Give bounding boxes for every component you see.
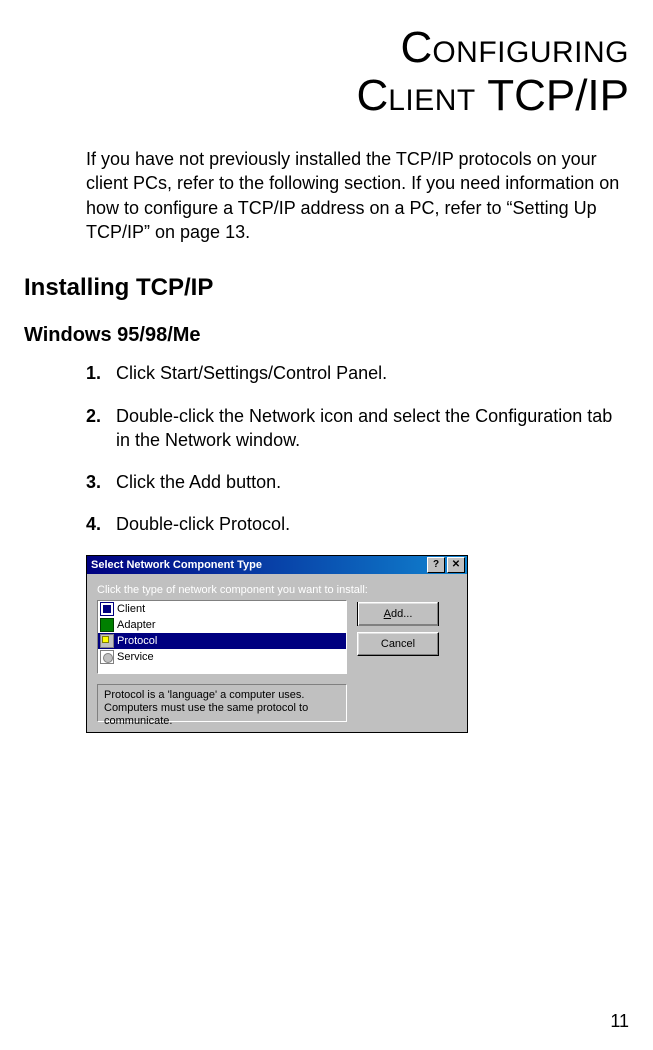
add-post: dd...	[391, 608, 412, 620]
title-cap-1: C	[401, 23, 433, 72]
step-number: 1.	[86, 361, 116, 385]
adapter-icon	[100, 618, 114, 632]
add-button[interactable]: Add...	[357, 602, 439, 626]
subsection-heading: Windows 95/98/Me	[24, 324, 629, 347]
dialog-body: Click the type of network component you …	[87, 574, 467, 732]
title-cap-2: C	[356, 71, 388, 120]
list-item-label: Client	[117, 603, 145, 615]
list-item-label: Adapter	[117, 619, 156, 631]
intro-paragraph: If you have not previously installed the…	[86, 147, 629, 244]
protocol-icon	[100, 634, 114, 648]
list-item-adapter[interactable]: Adapter	[98, 617, 346, 633]
step-text: Click Start/Settings/Control Panel.	[116, 361, 629, 385]
step-4: 4. Double-click Protocol.	[86, 512, 629, 536]
step-2: 2. Double-click the Network icon and sel…	[86, 404, 629, 453]
step-text: Click the Add button.	[116, 470, 629, 494]
step-3: 3. Click the Add button.	[86, 470, 629, 494]
dialog-row: Client Adapter Protocol Service	[97, 600, 457, 674]
description-box: Protocol is a 'language' a computer uses…	[97, 684, 347, 722]
client-icon	[100, 602, 114, 616]
title-big: TCP/IP	[476, 71, 629, 120]
step-number: 2.	[86, 404, 116, 453]
title-sc-1: ONFIGURING	[432, 36, 629, 69]
page-number: 11	[610, 1011, 629, 1032]
page: CONFIGURING CLIENT TCP/IP If you have no…	[0, 0, 653, 1050]
dialog-title: Select Network Component Type	[89, 559, 425, 571]
step-text: Double-click Protocol.	[116, 512, 629, 536]
step-number: 3.	[86, 470, 116, 494]
section-heading: Installing TCP/IP	[24, 274, 629, 302]
cancel-label: Cancel	[381, 638, 415, 650]
cancel-button[interactable]: Cancel	[357, 632, 439, 656]
chapter-title-line-2: CLIENT TCP/IP	[24, 72, 629, 120]
steps-list: 1. Click Start/Settings/Control Panel. 2…	[86, 361, 629, 536]
dialog-button-column: Add... Cancel	[357, 602, 439, 656]
dialog-titlebar: Select Network Component Type ? ✕	[87, 556, 467, 574]
title-sc-2: LIENT	[388, 84, 476, 117]
list-item-label: Service	[117, 651, 154, 663]
dialog-screenshot: Select Network Component Type ? ✕ Click …	[86, 555, 629, 733]
list-item-label: Protocol	[117, 635, 157, 647]
dialog-prompt: Click the type of network component you …	[97, 584, 457, 596]
close-icon: ✕	[452, 560, 460, 570]
component-listbox[interactable]: Client Adapter Protocol Service	[97, 600, 347, 674]
dialog-window: Select Network Component Type ? ✕ Click …	[86, 555, 468, 733]
chapter-title-line-1: CONFIGURING	[24, 24, 629, 72]
add-underline: A	[384, 608, 391, 620]
add-button-inner: Add...	[358, 602, 438, 626]
list-item-service[interactable]: Service	[98, 649, 346, 665]
close-button[interactable]: ✕	[447, 557, 465, 573]
service-icon	[100, 650, 114, 664]
step-number: 4.	[86, 512, 116, 536]
help-button[interactable]: ?	[427, 557, 445, 573]
help-icon: ?	[433, 560, 439, 570]
step-1: 1. Click Start/Settings/Control Panel.	[86, 361, 629, 385]
list-item-client[interactable]: Client	[98, 601, 346, 617]
step-text: Double-click the Network icon and select…	[116, 404, 629, 453]
chapter-title: CONFIGURING CLIENT TCP/IP	[24, 24, 629, 119]
list-item-protocol[interactable]: Protocol	[98, 633, 346, 649]
